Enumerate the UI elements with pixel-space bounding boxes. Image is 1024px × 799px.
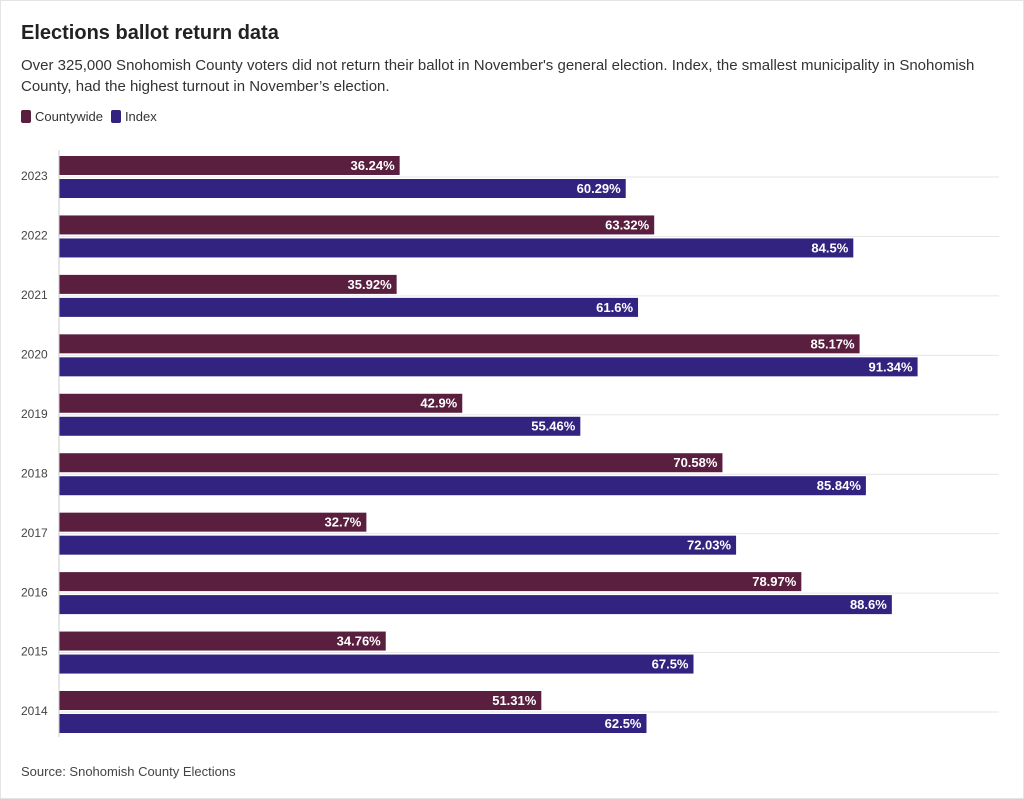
value-label: 55.46% bbox=[531, 419, 576, 434]
bar bbox=[59, 476, 866, 496]
legend-swatch bbox=[21, 110, 31, 123]
value-label: 34.76% bbox=[337, 633, 382, 648]
y-tick-label: 2020 bbox=[21, 348, 48, 362]
value-label: 61.6% bbox=[596, 300, 633, 315]
value-label: 88.6% bbox=[850, 597, 887, 612]
y-tick-label: 2023 bbox=[21, 169, 48, 183]
bar bbox=[59, 179, 626, 198]
legend-swatch bbox=[110, 110, 121, 123]
value-label: 70.58% bbox=[673, 455, 718, 470]
value-label: 85.17% bbox=[811, 336, 856, 351]
value-label: 85.84% bbox=[817, 478, 862, 493]
bar bbox=[59, 334, 860, 354]
chart-title: Elections ballot return data bbox=[21, 22, 279, 44]
y-tick-label: 2022 bbox=[21, 229, 48, 243]
value-label: 62.5% bbox=[605, 716, 642, 731]
legend-item: Countywide bbox=[21, 109, 103, 124]
value-label: 84.5% bbox=[811, 240, 848, 255]
value-label: 51.31% bbox=[492, 693, 537, 708]
legend-item: Index bbox=[110, 109, 157, 124]
legend-label: Index bbox=[124, 109, 157, 124]
bar bbox=[59, 654, 694, 674]
y-tick-label: 2018 bbox=[21, 466, 48, 480]
value-label: 35.92% bbox=[348, 277, 393, 292]
legend: Countywide Index bbox=[21, 109, 157, 124]
bar bbox=[59, 631, 386, 651]
legend-label: Countywide bbox=[35, 109, 103, 124]
y-tick-label: 2014 bbox=[21, 704, 48, 718]
bar bbox=[59, 453, 723, 473]
chart-subtitle: Over 325,000 Snohomish County voters did… bbox=[21, 57, 975, 95]
y-tick-label: 2021 bbox=[21, 288, 48, 302]
value-label: 67.5% bbox=[652, 656, 689, 671]
bar bbox=[59, 691, 542, 710]
y-tick-label: 2016 bbox=[21, 585, 48, 599]
value-label: 63.32% bbox=[605, 217, 650, 232]
value-label: 78.97% bbox=[752, 574, 797, 589]
bar bbox=[59, 393, 463, 413]
bar bbox=[59, 572, 802, 592]
y-tick-label: 2017 bbox=[21, 526, 48, 540]
value-label: 36.24% bbox=[351, 158, 396, 173]
y-tick-label: 2015 bbox=[21, 645, 48, 659]
source: Source: Snohomish County Elections bbox=[21, 764, 236, 779]
bar bbox=[59, 357, 918, 377]
bar bbox=[59, 512, 367, 532]
value-label: 32.7% bbox=[325, 515, 362, 530]
bar bbox=[59, 535, 737, 555]
bar bbox=[59, 156, 400, 175]
bar bbox=[59, 238, 854, 258]
value-label: 72.03% bbox=[687, 538, 732, 553]
bar bbox=[59, 595, 892, 615]
bar bbox=[59, 274, 397, 294]
value-label: 91.34% bbox=[869, 359, 914, 374]
y-tick-label: 2019 bbox=[21, 407, 48, 421]
bar bbox=[59, 297, 639, 317]
value-label: 60.29% bbox=[577, 181, 622, 196]
value-label: 42.9% bbox=[420, 396, 457, 411]
bar bbox=[59, 416, 581, 436]
bar bbox=[59, 215, 655, 235]
bar bbox=[59, 714, 647, 733]
